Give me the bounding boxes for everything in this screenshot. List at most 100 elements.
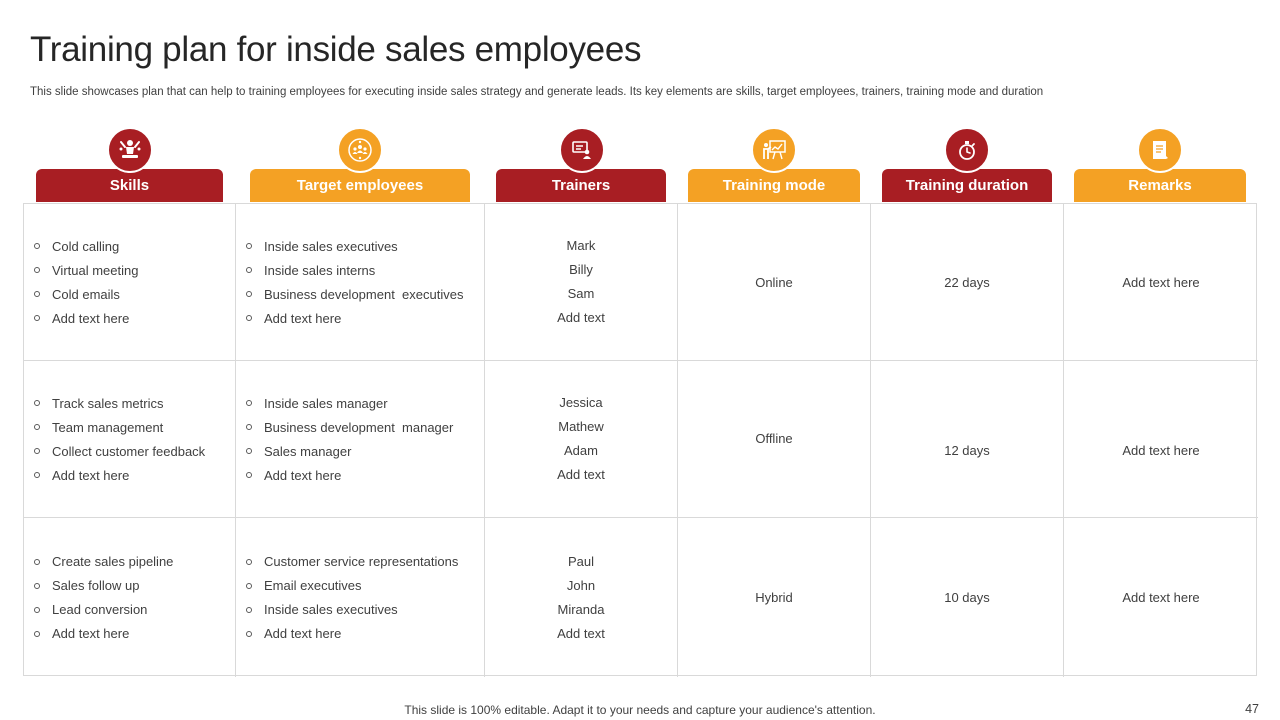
target-employees-cell: Inside sales manager Business developmen… <box>236 361 485 518</box>
training-mode-value: Hybrid <box>755 590 793 605</box>
bullet-icon <box>34 606 40 613</box>
target-employees-cell: Customer service representations Email e… <box>236 518 485 677</box>
list-item: Inside sales executives <box>246 598 484 622</box>
list-item: Add text here <box>246 306 484 330</box>
header-trainers: Trainers <box>496 169 666 202</box>
bullet-icon <box>246 424 252 430</box>
list-item-text: Add text here <box>52 310 130 326</box>
list-item-text: Add text here <box>52 467 130 483</box>
header-training-duration: Training duration <box>882 169 1052 202</box>
list-item-text: Cold emails <box>52 286 120 302</box>
bullet-icon <box>34 291 40 297</box>
header-training-mode: Training mode <box>688 169 860 202</box>
training-mode-cell: Online <box>678 204 871 361</box>
trainer-name: Sam <box>567 286 595 301</box>
presenter-icon <box>107 127 153 173</box>
skills-cell: Track sales metrics Team management Coll… <box>24 361 236 518</box>
list-item-text: Virtual meeting <box>52 262 139 278</box>
training-duration-value: 22 days <box>944 274 990 290</box>
bullet-icon <box>34 400 40 406</box>
list-item-text: Business development manager <box>264 419 454 435</box>
list-item: Add text here <box>246 463 484 487</box>
bullet-icon <box>246 558 252 565</box>
list-item-text: Add text here <box>264 626 342 641</box>
bullet-icon <box>246 582 252 589</box>
training-duration-cell: 12 days <box>871 361 1064 518</box>
training-mode-cell: Hybrid <box>678 518 871 677</box>
bullet-icon <box>34 630 40 637</box>
header-target-employees: Target employees <box>250 169 470 202</box>
bullet-icon <box>34 472 40 478</box>
trainer-name: Add text <box>557 467 605 482</box>
bullet-icon <box>34 424 40 430</box>
header-skills: Skills <box>36 169 223 202</box>
training-mode-cell: Offline <box>678 361 871 518</box>
bullet-icon <box>34 315 40 321</box>
list-item-text: Add text here <box>264 310 342 326</box>
list-item: Inside sales interns <box>246 258 484 282</box>
team-icon <box>337 127 383 173</box>
bullet-icon <box>34 267 40 273</box>
list-item: Create sales pipeline <box>34 550 235 574</box>
bullet-icon <box>246 630 252 637</box>
list-item: Cold emails <box>34 282 235 306</box>
training-mode-value: Offline <box>755 431 793 446</box>
target-employees-cell: Inside sales executives Inside sales int… <box>236 204 485 361</box>
list-item-text: Lead conversion <box>52 602 148 617</box>
stopwatch-icon <box>944 127 990 173</box>
training-plan-table: Cold calling Virtual meeting Cold emails… <box>23 203 1258 677</box>
trainer-name: Mathew <box>558 419 604 434</box>
list-item-text: Inside sales executives <box>264 602 398 617</box>
list-item: Team management <box>34 415 235 439</box>
skills-cell: Cold calling Virtual meeting Cold emails… <box>24 204 236 361</box>
trainer-board-icon <box>559 127 605 173</box>
bullet-icon <box>246 267 252 273</box>
trainer-name: John <box>566 577 596 593</box>
list-item-text: Inside sales executives <box>264 238 398 254</box>
bullet-icon <box>246 472 252 478</box>
list-item: Business development executives <box>246 282 484 306</box>
bullet-icon <box>246 315 252 321</box>
list-item-text: Email executives <box>264 578 362 593</box>
list-item: Virtual meeting <box>34 258 235 282</box>
bullet-icon <box>34 558 40 565</box>
page-number: 47 <box>1245 702 1259 716</box>
training-duration-cell: 22 days <box>871 204 1064 361</box>
trainer-name: Add text <box>557 310 605 325</box>
list-item-text: Collect customer feedback <box>52 443 206 459</box>
bullet-icon <box>34 582 40 589</box>
notepad-icon <box>1137 127 1183 173</box>
page-title: Training plan for inside sales employees <box>30 30 642 69</box>
remarks-value: Add text here <box>1122 443 1200 458</box>
trainers-cell: Jessica Mathew Adam Add text <box>485 361 678 518</box>
list-item: Add text here <box>34 622 235 646</box>
bullet-icon <box>246 606 252 613</box>
list-item: Collect customer feedback <box>34 439 235 463</box>
list-item: Sales follow up <box>34 574 235 598</box>
list-item: Sales manager <box>246 439 484 463</box>
list-item-text: Cold calling <box>52 238 120 254</box>
list-item: Cold calling <box>34 234 235 258</box>
list-item: Add text here <box>34 306 235 330</box>
training-mode-value: Online <box>755 274 793 290</box>
trainer-name: Miranda <box>557 601 605 617</box>
list-item: Add text here <box>34 463 235 487</box>
list-item-text: Track sales metrics <box>52 395 164 411</box>
list-item-text: Add text here <box>52 626 130 641</box>
remarks-cell: Add text here <box>1064 204 1258 361</box>
bullet-icon <box>246 400 252 406</box>
trainers-cell: Paul John Miranda Add text <box>485 518 678 677</box>
remarks-value: Add text here <box>1122 590 1200 605</box>
trainer-name: Billy <box>569 262 593 277</box>
trainer-name: Add text <box>557 625 605 641</box>
bullet-icon <box>34 448 40 454</box>
list-item-text: Sales follow up <box>52 578 140 593</box>
list-item-text: Inside sales manager <box>264 395 388 411</box>
remarks-cell: Add text here <box>1064 518 1258 677</box>
training-duration-value: 12 days <box>944 443 990 458</box>
list-item: Inside sales executives <box>246 234 484 258</box>
footer-note: This slide is 100% editable. Adapt it to… <box>404 703 876 717</box>
list-item: Customer service representations <box>246 550 484 574</box>
list-item: Add text here <box>246 622 484 646</box>
training-duration-cell: 10 days <box>871 518 1064 677</box>
